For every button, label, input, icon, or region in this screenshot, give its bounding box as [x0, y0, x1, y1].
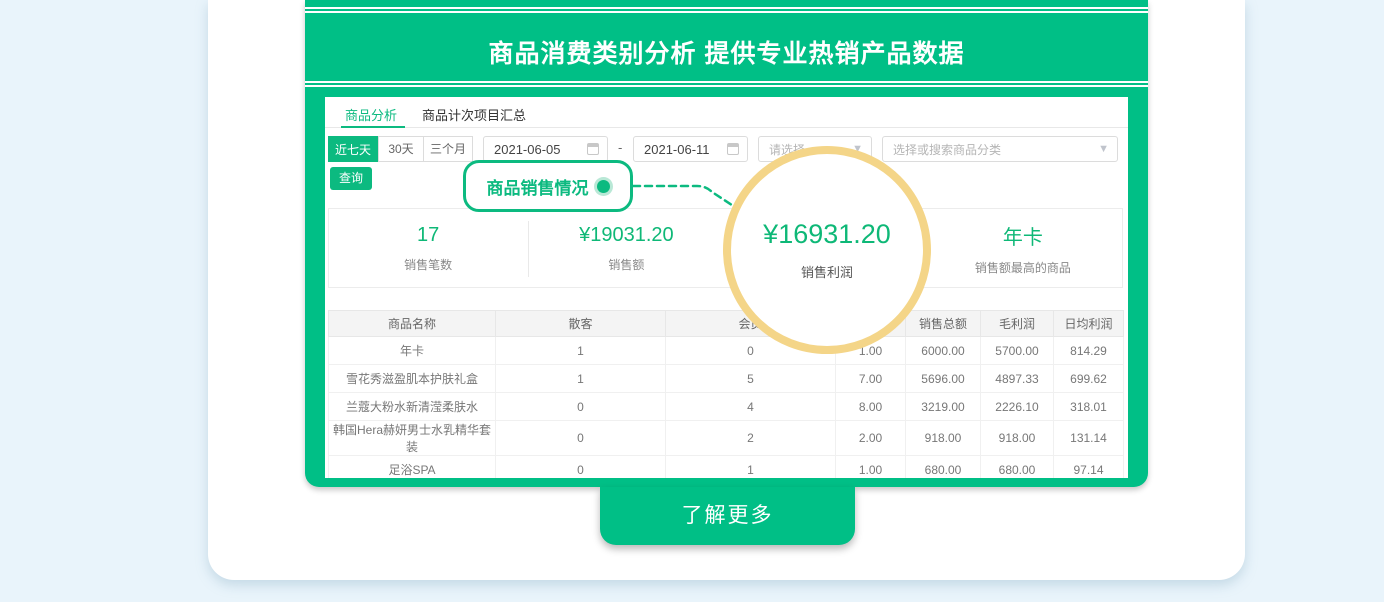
table-cell: 4897.33	[980, 364, 1054, 393]
divider	[305, 81, 1148, 83]
divider	[305, 11, 1148, 13]
table-cell: 2226.10	[980, 392, 1054, 421]
table-cell: 足浴SPA	[328, 455, 496, 478]
calendar-icon	[727, 143, 739, 155]
product-table: 商品名称 散客 会员 销售总额 毛利润 日均利润 年卡 1 0 1.00 6000.00 5700.…	[328, 310, 1124, 478]
table-cell: 680.00	[980, 455, 1054, 478]
learn-more-button[interactable]: 了解更多	[600, 487, 855, 545]
start-date-input[interactable]: 2021-06-05	[483, 136, 608, 162]
calendar-icon	[587, 143, 599, 155]
stat-label: 销售笔数	[404, 257, 453, 272]
divider	[528, 221, 529, 277]
select-placeholder: 选择或搜索商品分类	[893, 142, 1002, 157]
table-cell: 兰蔻大粉水新清滢柔肤水	[328, 392, 496, 421]
select-product-category[interactable]: 选择或搜索商品分类 ▼	[882, 136, 1118, 162]
table-row: 雪花秀滋盈肌本护肤礼盒 1 5 7.00 5696.00 4897.33 699.62	[328, 364, 1124, 393]
stat-value: 年卡	[1002, 226, 1043, 249]
table-cell: 3219.00	[905, 392, 981, 421]
range-button-30days[interactable]: 30天	[378, 136, 424, 162]
table-row: 足浴SPA 0 1 1.00 680.00 680.00 97.14	[328, 455, 1124, 478]
caret-down-icon: ▼	[852, 143, 863, 155]
end-date-input[interactable]: 2021-06-11	[633, 136, 748, 162]
date-range-separator: -	[618, 140, 623, 155]
table-cell: 680.00	[905, 455, 981, 478]
active-tab-underline	[341, 126, 405, 128]
table-cell: 131.14	[1053, 420, 1124, 456]
magnifier-highlight-circle: ¥16931.20 销售利润	[723, 146, 931, 354]
table-header-cell: 日均利润	[1053, 310, 1124, 337]
table-header-row: 商品名称 散客 会员 销售总额 毛利润 日均利润	[328, 310, 1124, 337]
table-cell: 0	[495, 420, 666, 456]
table-header-cell: 散客	[495, 310, 666, 337]
table-header-cell: 商品名称	[328, 310, 496, 337]
table-cell: 5700.00	[980, 336, 1054, 365]
table-cell: 0	[495, 455, 666, 478]
caret-down-icon: ▼	[1098, 143, 1109, 155]
table-cell: 韩国Hera赫妍男士水乳精华套装	[328, 420, 496, 456]
table-cell: 5696.00	[905, 364, 981, 393]
table-cell: 1.00	[835, 455, 906, 478]
stat-label: 销售额	[608, 257, 645, 272]
table-row: 兰蔻大粉水新清滢柔肤水 0 4 8.00 3219.00 2226.10 318.01	[328, 392, 1124, 421]
table-header-cell: 毛利润	[980, 310, 1054, 337]
stat-label: 销售额最高的商品	[974, 260, 1071, 275]
feature-panel: 商品消费类别分析 提供专业热销产品数据 商品分析 商品计次项目汇总 近七天 30…	[305, 0, 1148, 487]
table-cell: 2.00	[835, 420, 906, 456]
stat-value: ¥19031.20	[579, 223, 674, 246]
table-header-cell: 销售总额	[905, 310, 981, 337]
query-button[interactable]: 查询	[330, 167, 372, 190]
stat-sales-count: 17 销售笔数	[329, 209, 527, 287]
table-cell: 4	[665, 392, 836, 421]
tab-product-count-summary[interactable]: 商品计次项目汇总	[422, 108, 527, 123]
callout-label: 商品销售情况	[486, 178, 589, 198]
table-cell: 1	[665, 455, 836, 478]
table-cell: 雪花秀滋盈肌本护肤礼盒	[328, 364, 496, 393]
tab-product-analysis[interactable]: 商品分析	[345, 108, 398, 123]
table-row: 年卡 1 0 1.00 6000.00 5700.00 814.29	[328, 336, 1124, 365]
callout-connector-line	[631, 184, 740, 211]
tabbar-divider	[325, 127, 1128, 128]
magnified-profit-value: ¥16931.20	[763, 219, 891, 249]
stat-value: 17	[417, 223, 440, 246]
table-cell: 2	[665, 420, 836, 456]
range-button-3months[interactable]: 三个月	[423, 136, 473, 162]
table-cell: 318.01	[1053, 392, 1124, 421]
range-button-last7days[interactable]: 近七天	[328, 136, 378, 162]
table-cell: 0	[495, 392, 666, 421]
table-cell: 97.14	[1053, 455, 1124, 478]
section-title: 商品消费类别分析 提供专业热销产品数据	[488, 40, 965, 68]
end-date-value: 2021-06-11	[644, 141, 710, 157]
table-cell: 1	[495, 364, 666, 393]
dashboard-screenshot: 商品分析 商品计次项目汇总 近七天 30天 三个月 2021-06-05 - 2…	[325, 97, 1128, 478]
magnified-profit-label: 销售利润	[800, 265, 853, 280]
sales-status-callout: 商品销售情况	[463, 160, 633, 212]
stat-sales-amount: ¥19031.20 销售额	[527, 209, 725, 287]
start-date-value: 2021-06-05	[494, 141, 561, 157]
table-cell: 6000.00	[905, 336, 981, 365]
table-cell: 1	[495, 336, 666, 365]
table-cell: 918.00	[905, 420, 981, 456]
table-cell: 699.62	[1053, 364, 1124, 393]
table-row: 韩国Hera赫妍男士水乳精华套装 0 2 2.00 918.00 918.00 131.14	[328, 420, 1124, 456]
stat-top-product: 年卡 销售额最高的商品	[924, 209, 1122, 287]
divider	[305, 85, 1148, 87]
table-cell: 5	[665, 364, 836, 393]
table-cell: 8.00	[835, 392, 906, 421]
table-cell: 918.00	[980, 420, 1054, 456]
divider	[305, 7, 1148, 9]
table-cell: 年卡	[328, 336, 496, 365]
table-cell: 814.29	[1053, 336, 1124, 365]
callout-dot-icon	[596, 179, 610, 193]
table-cell: 7.00	[835, 364, 906, 393]
